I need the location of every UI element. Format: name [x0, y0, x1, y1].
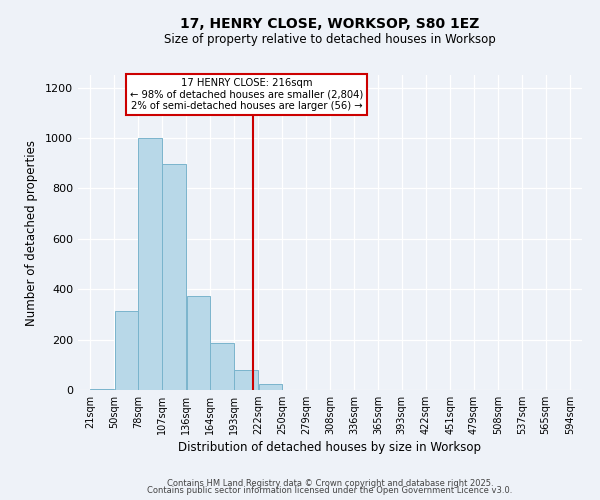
- Bar: [163, 164, 186, 390]
- Bar: [235, 370, 258, 390]
- Text: Contains public sector information licensed under the Open Government Licence v3: Contains public sector information licen…: [148, 486, 512, 495]
- Text: 17, HENRY CLOSE, WORKSOP, S80 1EZ: 17, HENRY CLOSE, WORKSOP, S80 1EZ: [181, 18, 479, 32]
- Y-axis label: Number of detached properties: Number of detached properties: [25, 140, 38, 326]
- Bar: [187, 296, 209, 390]
- Bar: [91, 388, 114, 390]
- Text: 17 HENRY CLOSE: 216sqm
← 98% of detached houses are smaller (2,804)
2% of semi-d: 17 HENRY CLOSE: 216sqm ← 98% of detached…: [130, 78, 364, 112]
- X-axis label: Distribution of detached houses by size in Worksop: Distribution of detached houses by size …: [179, 442, 482, 454]
- Bar: [115, 310, 137, 390]
- Bar: [210, 344, 234, 390]
- Bar: [138, 138, 162, 390]
- Text: Contains HM Land Registry data © Crown copyright and database right 2025.: Contains HM Land Registry data © Crown c…: [167, 478, 493, 488]
- Text: Size of property relative to detached houses in Worksop: Size of property relative to detached ho…: [164, 32, 496, 46]
- Bar: [259, 384, 281, 390]
